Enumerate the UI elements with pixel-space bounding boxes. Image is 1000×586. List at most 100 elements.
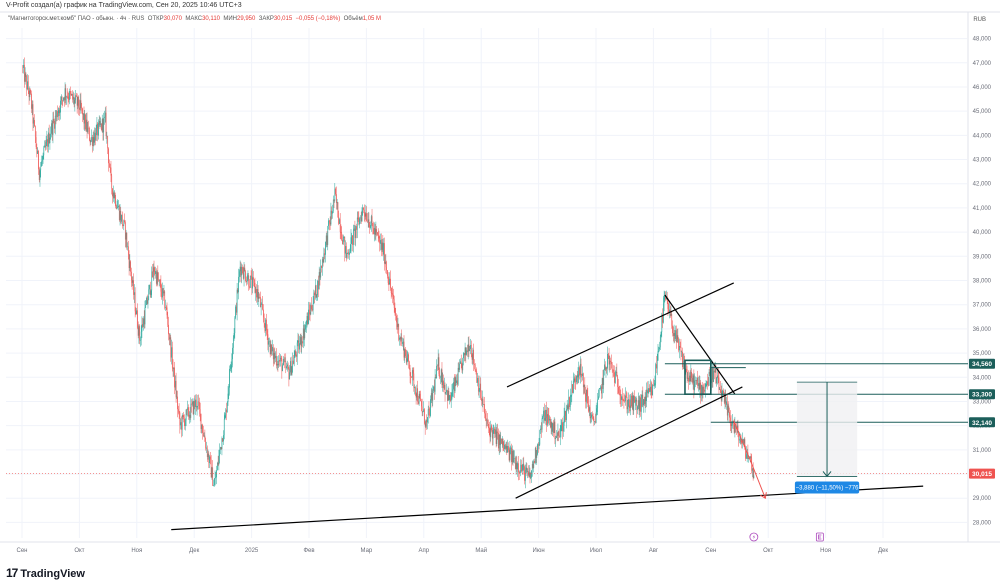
candle-body — [365, 213, 367, 217]
candle-body — [470, 345, 472, 355]
candle-body — [134, 292, 135, 295]
candle-body — [292, 360, 294, 367]
candle-body — [377, 232, 378, 235]
consolidation-box[interactable] — [684, 359, 712, 395]
y-tick-label: 44,000 — [973, 133, 992, 139]
candle-body — [498, 434, 500, 449]
candle-body — [515, 462, 517, 469]
candle-body — [523, 463, 525, 467]
candle-body — [689, 375, 690, 382]
candle-body — [34, 120, 35, 127]
candle-body — [31, 93, 32, 109]
candle-body — [235, 306, 236, 318]
candle-body — [638, 400, 640, 411]
candle-body — [177, 409, 179, 411]
candle-body — [590, 417, 592, 419]
candle-body — [66, 96, 67, 98]
currency-label: RUB — [973, 17, 986, 23]
candle-body — [182, 415, 184, 418]
candle-body — [458, 367, 460, 370]
candle-body — [618, 393, 620, 395]
breakdown-line[interactable] — [664, 294, 736, 395]
candle-body — [448, 390, 450, 401]
candle-body — [619, 394, 621, 396]
candle-body — [311, 309, 313, 311]
candle-body — [210, 456, 211, 460]
candle-body — [322, 259, 324, 263]
candle-body — [370, 216, 372, 226]
candle-body — [569, 397, 570, 407]
candle-body — [90, 140, 92, 143]
candle-body — [75, 95, 76, 101]
candle-body — [213, 485, 214, 486]
candle-body — [111, 175, 113, 189]
forecast-arrow[interactable] — [733, 420, 766, 499]
candle-body — [266, 319, 267, 331]
candle-body — [65, 88, 67, 98]
candle-body — [82, 108, 83, 115]
candle-body — [334, 188, 336, 201]
candle-body — [402, 341, 404, 343]
candle-body — [418, 393, 420, 404]
channel-lower-line[interactable] — [515, 386, 743, 499]
candle-body — [640, 398, 642, 412]
candle-body — [604, 364, 605, 371]
candle-body — [290, 361, 292, 375]
candle-body — [330, 210, 332, 225]
candle-body — [298, 340, 300, 350]
candle-body — [63, 97, 65, 101]
candle-body — [511, 447, 512, 463]
candle-body — [428, 409, 430, 410]
candle-body — [625, 395, 626, 402]
candle-body — [444, 384, 446, 394]
candle-body — [192, 401, 194, 414]
candle-body — [146, 297, 148, 304]
candle-body — [291, 366, 293, 375]
candle-body — [726, 401, 728, 416]
candle-body — [226, 409, 227, 413]
candle-body — [482, 398, 484, 405]
candle-body — [490, 425, 492, 438]
candle-body — [342, 239, 343, 245]
candle-body — [171, 347, 173, 368]
candle-body — [553, 423, 554, 433]
candle-body — [67, 96, 69, 100]
candle-body — [571, 384, 573, 396]
candle-body — [371, 216, 373, 224]
x-tick-label: Июл — [590, 548, 603, 554]
candle-body — [628, 399, 630, 406]
candle-body — [613, 369, 615, 373]
candle-body — [280, 357, 282, 359]
candle-body — [188, 407, 189, 417]
candle-body — [570, 395, 572, 397]
candle-body — [508, 450, 510, 461]
candle-body — [390, 278, 391, 288]
candle-body — [417, 388, 418, 402]
candle-body — [123, 220, 125, 226]
candle-body — [225, 409, 227, 416]
candle-body — [541, 418, 543, 430]
candle-body — [677, 335, 679, 339]
candle-body — [321, 265, 322, 268]
candle-body — [728, 405, 730, 413]
candle-body — [236, 289, 238, 313]
candle-body — [698, 383, 700, 390]
candle-body — [650, 386, 652, 391]
candle-body — [87, 127, 89, 132]
candle-body — [204, 435, 206, 442]
candle-body — [140, 331, 142, 340]
candle-body — [340, 231, 342, 233]
candle-body — [140, 339, 141, 341]
candle-body — [386, 267, 387, 271]
candle-body — [235, 306, 237, 313]
candle-body — [220, 447, 222, 449]
candle-body — [85, 114, 86, 130]
channel-upper-line[interactable] — [506, 282, 735, 388]
candle-body — [595, 412, 597, 423]
candle-body — [339, 219, 341, 232]
candle-body — [154, 271, 156, 274]
candle-body — [550, 418, 551, 428]
candle-body — [69, 91, 70, 100]
candle-body — [518, 471, 520, 473]
